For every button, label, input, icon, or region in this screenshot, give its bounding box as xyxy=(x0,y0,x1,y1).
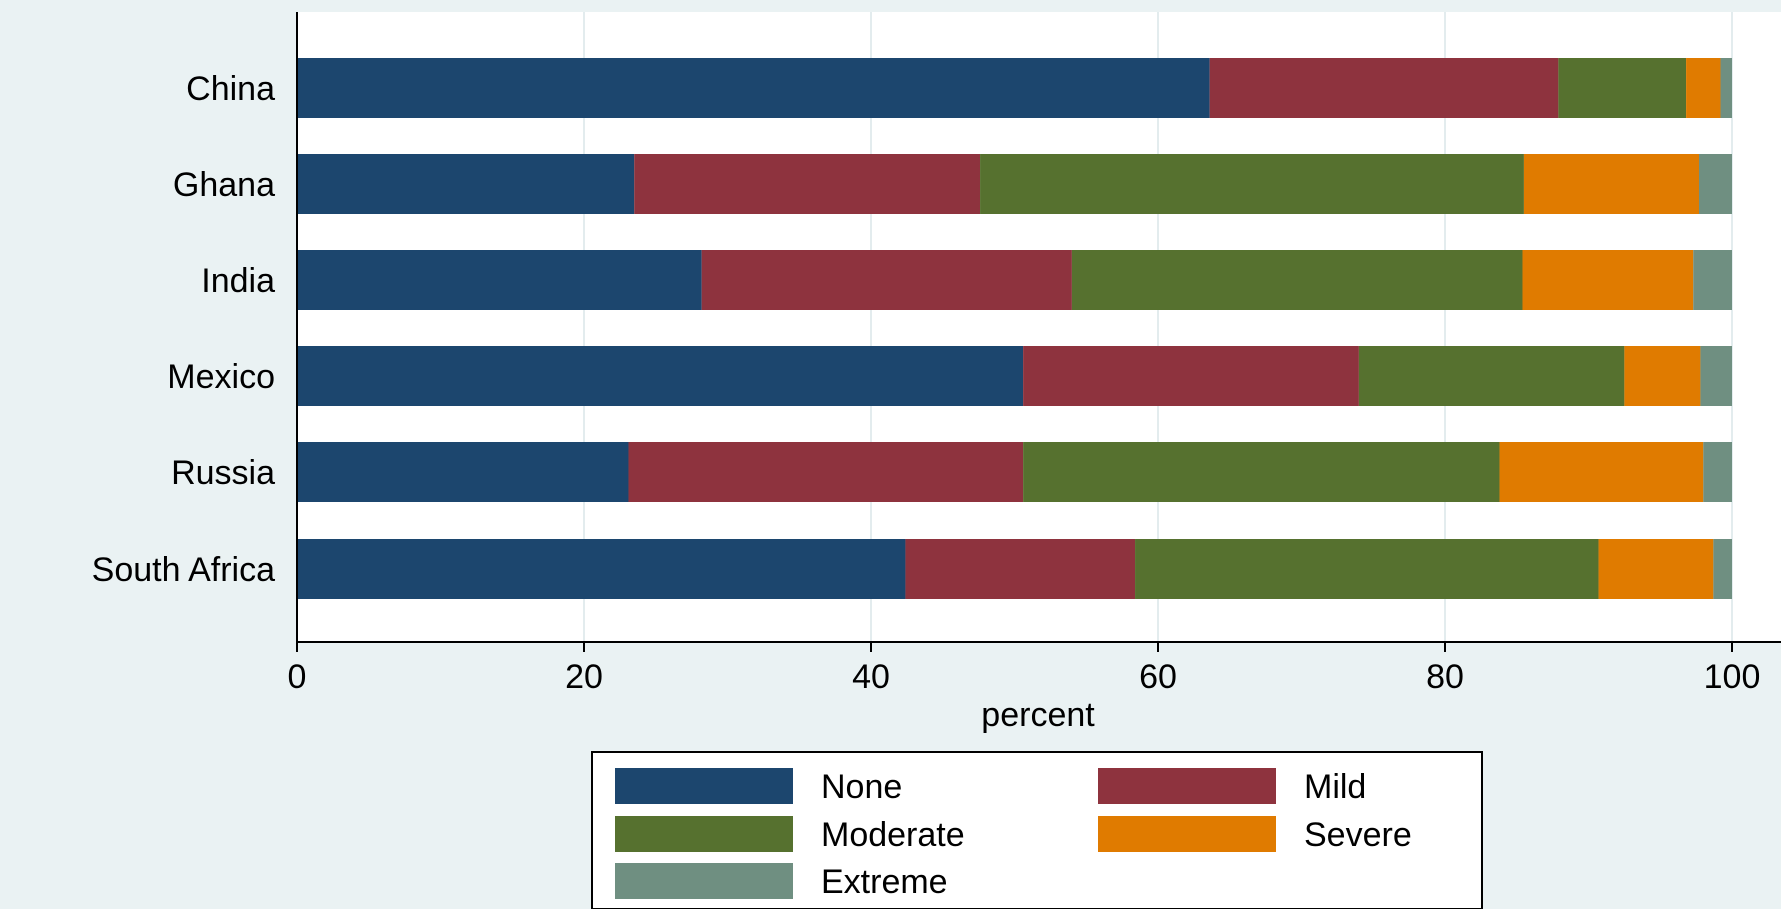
legend-label-severe: Severe xyxy=(1304,816,1412,854)
bar-segments xyxy=(297,58,1732,599)
x-axis-title: percent xyxy=(981,696,1095,734)
bar-segment-moderate xyxy=(980,154,1524,214)
category-label: China xyxy=(186,70,275,108)
x-tick-label: 60 xyxy=(1139,658,1177,696)
bar-segment-moderate xyxy=(1023,442,1500,502)
category-label: Ghana xyxy=(173,166,275,204)
legend-swatch-moderate xyxy=(615,816,793,852)
bar-segment-mild xyxy=(628,442,1024,502)
legend-swatch-none xyxy=(615,768,793,804)
bar-segment-none xyxy=(297,58,1210,118)
category-label: India xyxy=(201,262,275,300)
bar-segment-severe xyxy=(1522,250,1694,310)
legend-label-extreme: Extreme xyxy=(821,863,948,901)
category-label: Mexico xyxy=(167,358,275,396)
bar-segment-extreme xyxy=(1713,539,1732,599)
legend: None Mild Moderate Severe Extreme xyxy=(591,751,1483,909)
legend-swatch-severe xyxy=(1098,816,1276,852)
bar-segment-extreme xyxy=(1693,250,1732,310)
bar-segment-mild xyxy=(1023,346,1359,406)
bar-segment-extreme xyxy=(1703,442,1732,502)
x-tick-label: 80 xyxy=(1426,658,1464,696)
category-label: South Africa xyxy=(92,551,275,589)
bar-segment-mild xyxy=(905,539,1136,599)
legend-items: None Mild Moderate Severe Extreme xyxy=(615,768,1412,901)
bar-segment-extreme xyxy=(1700,346,1732,406)
bar-segment-moderate xyxy=(1071,250,1523,310)
bar-segment-severe xyxy=(1624,346,1701,406)
x-axis-ticks: 0 20 40 60 80 100 xyxy=(288,642,1761,696)
bar-segment-severe xyxy=(1499,442,1704,502)
bar-segment-extreme xyxy=(1720,58,1732,118)
category-label: Russia xyxy=(171,454,275,492)
bar-segment-none xyxy=(297,539,906,599)
bar-segment-none xyxy=(297,346,1024,406)
bar-segment-mild xyxy=(1209,58,1559,118)
legend-swatch-extreme xyxy=(615,863,793,899)
bar-segment-mild xyxy=(701,250,1072,310)
x-tick-label: 20 xyxy=(565,658,603,696)
x-tick-label: 40 xyxy=(852,658,890,696)
bar-segment-extreme xyxy=(1698,154,1732,214)
bar-segment-severe xyxy=(1523,154,1699,214)
bar-segment-moderate xyxy=(1358,346,1625,406)
legend-label-moderate: Moderate xyxy=(821,816,965,854)
legend-label-mild: Mild xyxy=(1304,768,1366,806)
bar-segment-moderate xyxy=(1558,58,1687,118)
bar-segment-mild xyxy=(634,154,981,214)
bar-segment-severe xyxy=(1686,58,1721,118)
bar-segment-none xyxy=(297,250,702,310)
bar-segment-none xyxy=(297,154,635,214)
bar-segment-moderate xyxy=(1135,539,1599,599)
legend-swatch-mild xyxy=(1098,768,1276,804)
bar-segment-severe xyxy=(1598,539,1714,599)
x-tick-label: 0 xyxy=(288,658,307,696)
bar-segment-none xyxy=(297,442,629,502)
category-labels: China Ghana India Mexico Russia South Africa xyxy=(92,70,275,589)
x-tick-label: 100 xyxy=(1704,658,1761,696)
legend-label-none: None xyxy=(821,768,902,806)
